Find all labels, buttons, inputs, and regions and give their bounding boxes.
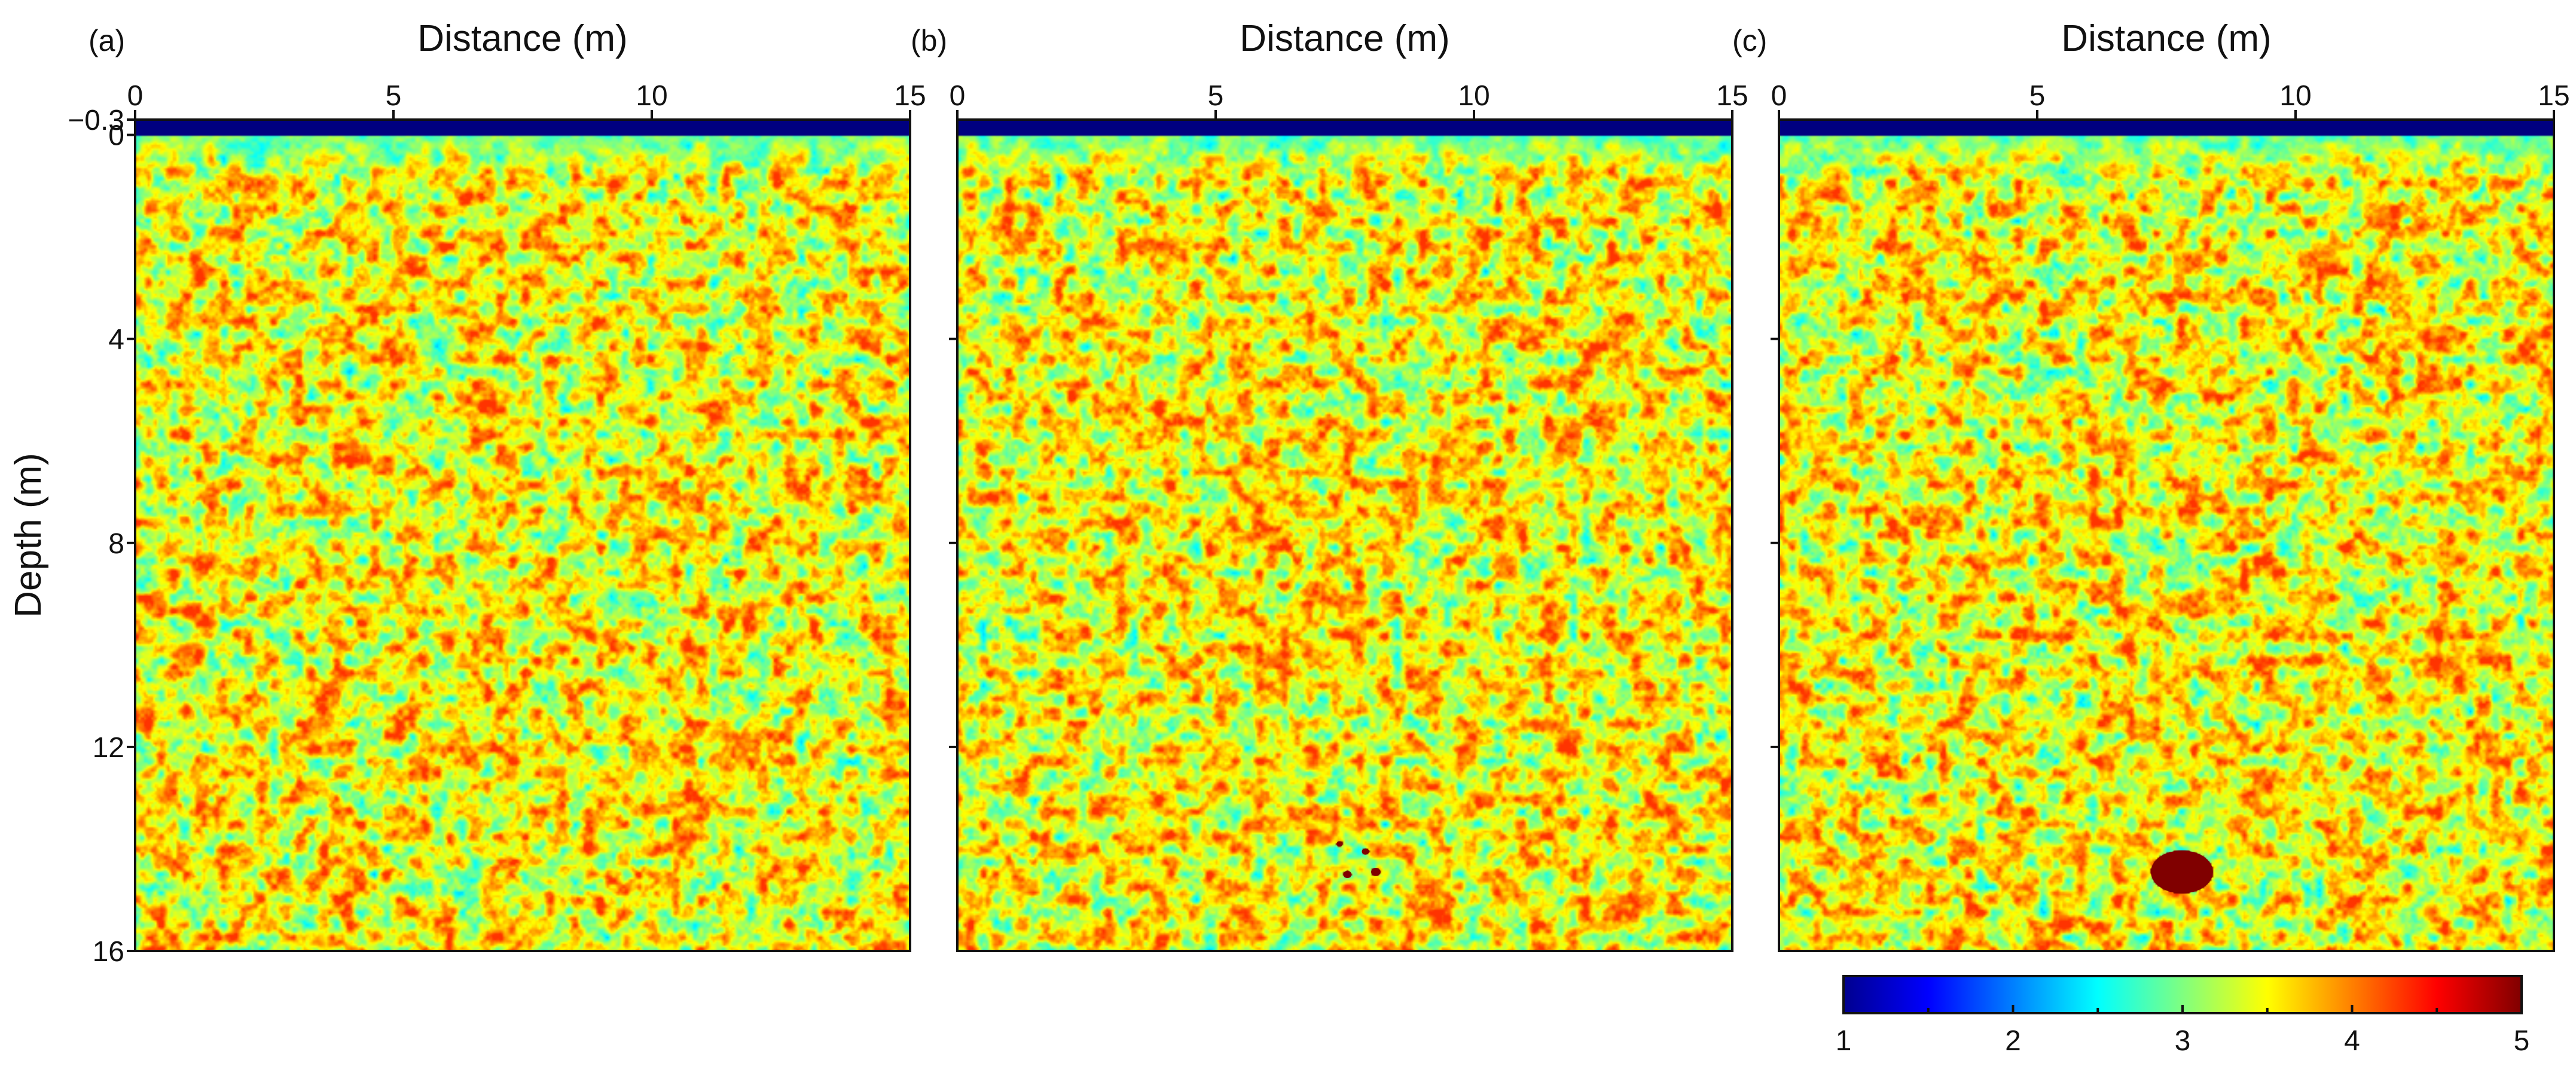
plot-frame — [956, 118, 1733, 952]
panel-c: 0 5 10 15 Distance (m) (c) — [1732, 18, 2570, 952]
panel-label: (b) — [911, 24, 947, 57]
x-tick-label: 10 — [636, 80, 667, 112]
x-tick-label: 15 — [894, 80, 926, 112]
panel-label: (a) — [88, 24, 125, 57]
inclusion-0 — [2151, 850, 2213, 894]
inclusion-3 — [1371, 868, 1381, 876]
inclusion-1 — [1362, 848, 1369, 855]
x-axis-title: Distance (m) — [1240, 18, 1449, 59]
x-tick-label: 5 — [1208, 80, 1224, 112]
x-tick-label: 15 — [2538, 80, 2569, 112]
heatmap-field — [135, 120, 910, 951]
inclusion-2 — [1343, 871, 1352, 879]
colorbar-tick-label: 3 — [2175, 1025, 2191, 1057]
x-tick-label: 15 — [1716, 80, 1748, 112]
colorbar-tick-label: 5 — [2514, 1025, 2530, 1057]
y-tick-label: 4 — [108, 324, 124, 356]
x-tick-label: 0 — [950, 80, 966, 112]
y-tick-label: 8 — [108, 528, 124, 560]
y-tick-label: −0.3 — [68, 105, 124, 136]
heatmap-field — [957, 120, 1732, 951]
heatmap-field — [1779, 120, 2554, 951]
y-tick-label: 16 — [93, 936, 124, 968]
colorbar-tick-label: 1 — [1836, 1025, 1852, 1057]
colorbar: 1 2 3 4 5 — [1836, 975, 2530, 1057]
x-tick-label: 5 — [386, 80, 402, 112]
x-tick-label: 5 — [2029, 80, 2046, 112]
x-axis-title: Distance (m) — [417, 18, 627, 59]
panel-a: 0 5 10 15 Distance (m) (a) −0.30 4 8 12 16 Depth (m… — [8, 18, 926, 968]
panel-b: 0 5 10 15 Distance (m) (b) — [911, 18, 1748, 952]
inclusion-0 — [1336, 841, 1343, 847]
colorbar-tick-label: 4 — [2344, 1025, 2360, 1057]
y-tick-label: 0 — [108, 120, 124, 152]
colorbar-tick-label: 2 — [2005, 1025, 2021, 1057]
x-axis-title: Distance (m) — [2061, 18, 2271, 59]
panel-label: (c) — [1732, 24, 1767, 57]
x-tick-label: 0 — [127, 80, 144, 112]
plot-frame — [1778, 118, 2555, 952]
y-tick-label: 12 — [93, 732, 124, 764]
x-tick-label: 10 — [1458, 80, 1490, 112]
x-tick-label: 10 — [2279, 80, 2311, 112]
plot-frame — [134, 118, 911, 952]
y-axis-title: Depth (m) — [8, 453, 49, 618]
x-tick-label: 0 — [1771, 80, 1787, 112]
